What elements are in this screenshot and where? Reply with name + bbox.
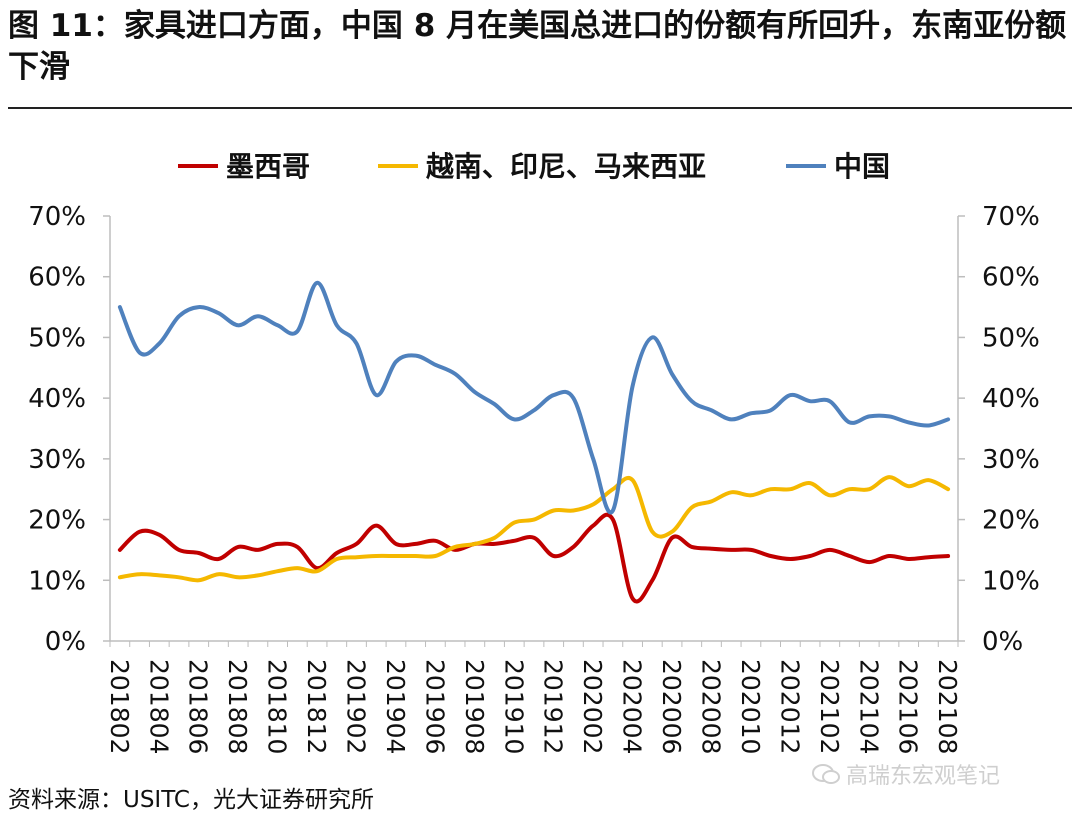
x-tick-label: 201808 [223,659,252,754]
series-line-2 [120,477,948,580]
watermark: 高瑞东宏观笔记 [812,758,1000,790]
legend-label-2: 越南、印尼、马来西亚 [426,150,706,183]
y-tick-label-left: 0% [45,627,86,657]
x-tick-label: 201802 [105,659,134,754]
x-tick-label: 202104 [854,659,883,754]
y-tick-label-left: 70% [28,202,86,232]
legend: 墨西哥 越南、印尼、马来西亚 中国 [178,150,890,183]
y-tick-label-right: 60% [982,263,1040,293]
x-tick-label: 202012 [775,659,804,754]
wechat-icon [812,763,840,785]
y-tick-label-left: 20% [28,506,86,536]
x-tick-label: 202008 [696,659,725,754]
x-tick-label: 201810 [263,659,292,754]
x-tick-label: 201906 [420,659,449,754]
y-tick-label-right: 0% [982,627,1023,657]
x-tick-label: 201804 [144,659,173,754]
series-group [120,283,948,602]
y-tick-label-right: 50% [982,323,1040,353]
x-tick-label: 201812 [302,659,331,754]
series-line-1 [120,515,948,602]
y-tick-label-right: 30% [982,445,1040,475]
x-tick-label: 202004 [618,659,647,754]
x-tick-label: 201910 [499,659,528,754]
y-tick-label-left: 10% [28,566,86,596]
x-tick-label: 202002 [578,659,607,754]
y-tick-label-right: 10% [982,566,1040,596]
x-tick-label: 202102 [815,659,844,754]
y-tick-label-left: 40% [28,384,86,414]
series-line-3 [120,283,948,513]
line-chart: 墨西哥 越南、印尼、马来西亚 中国 0% 0% 10% 10% 20% 20% 30% 30% 40… [0,0,1080,818]
source-note: 资料来源：USITC，光大证券研究所 [8,780,374,814]
legend-label-1: 墨西哥 [226,150,310,183]
y-tick-label-right: 40% [982,384,1040,414]
x-tick-label: 202108 [933,659,962,754]
y-tick-label-left: 60% [28,263,86,293]
x-tick-label: 201902 [342,659,371,754]
y-tick-label-left: 50% [28,323,86,353]
x-tick-label: 202006 [657,659,686,754]
x-tick-label: 201806 [184,659,213,754]
watermark-text: 高瑞东宏观笔记 [846,758,1000,790]
x-tick-label: 201908 [460,659,489,754]
y-tick-label-right: 70% [982,202,1040,232]
y-tick-label-right: 20% [982,506,1040,536]
x-tick-label: 201904 [381,659,410,754]
y-tick-label-left: 30% [28,445,86,475]
x-tick-label: 201912 [539,659,568,754]
legend-label-3: 中国 [834,150,890,183]
x-tick-label: 202010 [736,659,765,754]
x-tick-label: 202106 [894,659,923,754]
